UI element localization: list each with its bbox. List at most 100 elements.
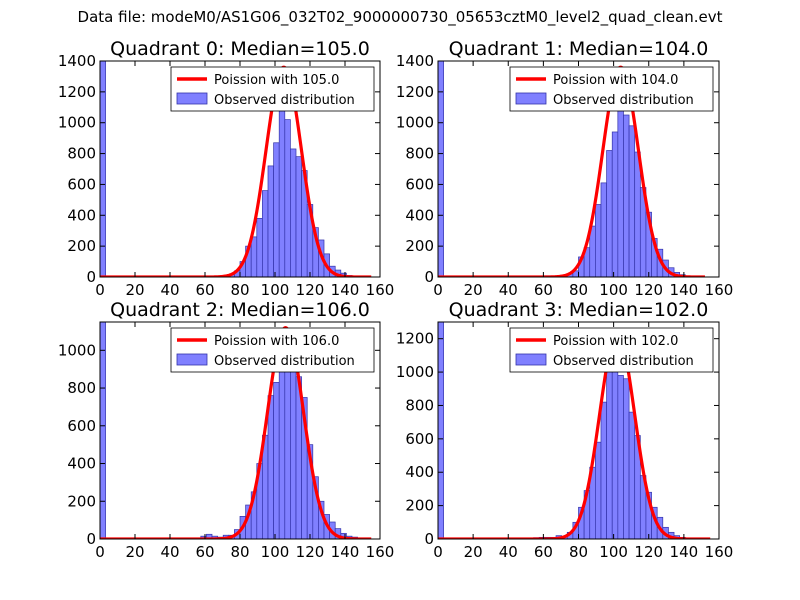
x-tick-label: 100 (599, 281, 628, 299)
legend-label-fit: Poission with 105.0 (214, 73, 339, 88)
chart-panel-3: 0 20 40 60 80 100 120 140 160 0 200 400 600 800 1000 12… (396, 299, 734, 561)
x-tick-label: 80 (569, 543, 588, 561)
x-tick-label: 80 (230, 281, 249, 299)
y-tick-label: 200 (67, 492, 96, 510)
y-tick-label: 800 (67, 145, 96, 163)
legend-label-observed: Observed distribution (553, 93, 694, 108)
x-tick-label: 20 (125, 543, 144, 561)
histogram-bar (606, 150, 613, 277)
histogram-bar (273, 382, 280, 539)
histogram-bar (290, 148, 297, 277)
legend-bar-swatch (176, 353, 208, 366)
x-tick-label: 100 (261, 281, 290, 299)
legend: Poission with 104.0 Observed distribution (509, 66, 714, 112)
histogram-bar (606, 363, 613, 539)
poisson-fit-curve (438, 332, 711, 539)
plot-content (100, 61, 372, 277)
x-tick-label: 140 (670, 281, 699, 299)
x-tick-label: 100 (261, 543, 290, 561)
histogram-bar (295, 156, 302, 277)
x-tick-label: 60 (195, 543, 214, 561)
y-tick-label: 800 (405, 145, 434, 163)
x-tick-label: 20 (125, 281, 144, 299)
poisson-fit-curve (100, 65, 372, 277)
histogram-bar (611, 346, 619, 539)
histogram-bar (262, 190, 269, 277)
histogram-bar (600, 401, 607, 539)
x-tick-label: 120 (296, 543, 325, 561)
plot-content (438, 322, 711, 539)
y-tick-label: 0 (86, 530, 96, 548)
y-tick-label: 600 (67, 417, 96, 435)
x-tick-label: 140 (670, 543, 699, 561)
poisson-fit-curve (438, 65, 706, 277)
y-tick-label: 200 (405, 237, 434, 255)
y-tick-label: 0 (86, 268, 96, 286)
chart-panel-2: 0 20 40 60 80 100 120 140 160 0 200 400 600 800 1000 Qu… (58, 299, 395, 561)
y-tick-label: 400 (405, 206, 434, 224)
x-tick-label: 100 (599, 543, 628, 561)
poisson-fit-curve (100, 326, 372, 539)
x-tick-label: 160 (366, 543, 395, 561)
histogram-bar (595, 204, 602, 277)
legend-bar-swatch (176, 92, 208, 105)
x-tick-label: 40 (499, 281, 518, 299)
y-tick-label: 1200 (58, 83, 96, 101)
y-tick-label: 400 (67, 455, 96, 473)
histogram-bar (278, 110, 286, 277)
chart-panel-0: 0 20 40 60 80 100 120 140 160 0 200 400 600 800 1000 12… (58, 38, 395, 299)
histogram-bar (628, 125, 636, 277)
x-tick-label: 60 (195, 281, 214, 299)
legend-bar-swatch (515, 92, 547, 105)
y-tick-label: 0 (424, 268, 434, 286)
x-tick-label: 40 (160, 543, 179, 561)
legend-label-observed: Observed distribution (553, 354, 694, 369)
y-tick-label: 600 (405, 430, 434, 448)
y-tick-label: 1000 (396, 363, 434, 381)
y-tick-label: 200 (67, 237, 96, 255)
y-tick-label: 1000 (58, 341, 96, 359)
x-tick-label: 80 (230, 543, 249, 561)
x-tick-label: 80 (569, 281, 588, 299)
x-tick-label: 140 (331, 281, 360, 299)
histogram-bar (267, 165, 274, 277)
y-tick-label: 1000 (396, 114, 434, 132)
legend-label-observed: Observed distribution (214, 354, 355, 369)
histogram-bar (290, 349, 297, 539)
x-tick-label: 120 (634, 281, 663, 299)
histogram-bar (438, 322, 444, 539)
histogram-bar (250, 236, 258, 277)
legend-label-fit: Poission with 102.0 (553, 334, 678, 349)
chart-panel-1: 0 20 40 60 80 100 120 140 160 0 200 400 600 800 1000 12… (396, 38, 734, 299)
y-tick-label: 1000 (58, 114, 96, 132)
histogram-bar (100, 322, 106, 539)
histogram-bar (595, 441, 602, 539)
y-tick-label: 1200 (396, 330, 434, 348)
x-tick-label: 120 (634, 543, 663, 561)
histogram-bar (623, 114, 630, 277)
legend-label-fit: Poission with 106.0 (214, 334, 339, 349)
y-tick-label: 400 (405, 463, 434, 481)
histogram-bar (611, 131, 619, 277)
figure-title: Data file: modeM0/AS1G06_032T02_90000007… (77, 8, 723, 26)
histogram-bar (100, 61, 106, 277)
legend-bar-swatch (515, 353, 547, 366)
plot-content (100, 322, 372, 539)
y-tick-label: 0 (424, 530, 434, 548)
x-tick-label: 60 (534, 281, 553, 299)
x-tick-label: 40 (499, 543, 518, 561)
x-tick-label: 0 (433, 281, 443, 299)
x-tick-label: 0 (433, 543, 443, 561)
legend-label-fit: Poission with 104.0 (553, 73, 678, 88)
chart-title: Quadrant 2: Median=106.0 (110, 299, 370, 321)
histogram-bar (617, 375, 624, 539)
legend: Poission with 105.0 Observed distribution (170, 66, 375, 112)
histogram-bar (628, 411, 636, 539)
plot-content (438, 61, 706, 277)
histogram-bar (256, 218, 263, 277)
y-tick-label: 200 (405, 497, 434, 515)
legend-label-observed: Observed distribution (214, 93, 355, 108)
histogram-bar (284, 119, 291, 277)
x-tick-label: 40 (160, 281, 179, 299)
